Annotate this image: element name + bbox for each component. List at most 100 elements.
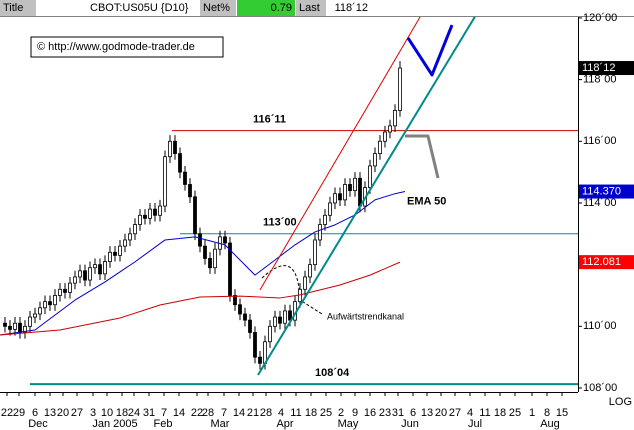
candle-body <box>388 125 392 133</box>
candle-body <box>153 208 157 216</box>
candle-body <box>83 270 87 281</box>
x-tick-label: 11 <box>479 407 490 419</box>
price-box-label: 112.081 <box>582 256 621 268</box>
line-series <box>0 191 406 336</box>
candle-body <box>348 184 352 192</box>
scale-label: LOG <box>609 396 632 408</box>
candle-body <box>183 171 187 185</box>
header-cell <box>237 0 295 16</box>
candle-body <box>338 193 342 201</box>
x-tick-label: 27 <box>449 407 461 419</box>
x-tick-label: 13 <box>44 407 56 419</box>
x-tick-label: 8 <box>544 407 550 419</box>
copyright-box <box>30 36 224 58</box>
candle-body <box>103 261 107 275</box>
candle-body <box>223 236 227 244</box>
header-cell <box>0 0 36 16</box>
y-tick-label: 120´00 <box>583 12 617 24</box>
header-text: Title <box>3 2 23 14</box>
candle-body <box>313 239 317 266</box>
candle-body <box>133 224 137 235</box>
month-label: Apr <box>276 418 293 430</box>
y-tick-label: 108´00 <box>583 382 617 394</box>
candle-body <box>343 184 347 201</box>
x-tick-label: 6 <box>410 407 416 419</box>
y-tick-label: 114´00 <box>583 197 616 209</box>
annotation: Aufwärtstrendkanal <box>327 311 404 321</box>
x-tick-label: 25 <box>509 407 521 419</box>
candle-body <box>43 301 47 309</box>
candle-body <box>188 184 192 198</box>
month-label: Aug <box>540 418 560 430</box>
candle-body <box>68 282 72 293</box>
x-tick-label: 14 <box>233 407 245 419</box>
line-series <box>0 261 401 336</box>
x-tick-label: 18 <box>305 407 317 419</box>
x-tick-label: 13 <box>421 407 433 419</box>
candle-body <box>333 193 337 204</box>
candle-body <box>193 196 197 235</box>
candle-body <box>158 205 162 216</box>
level-label: 113´00 <box>263 217 297 229</box>
candle-body <box>78 270 82 278</box>
candle-body <box>3 322 7 327</box>
x-tick-label: 28 <box>202 407 214 419</box>
month-label: Jul <box>468 418 482 430</box>
candle-body <box>243 313 247 321</box>
plot-area <box>0 17 578 386</box>
x-tick-label: 27 <box>71 407 83 419</box>
candle-body <box>53 295 57 306</box>
y-tick-label: 118´00 <box>583 74 616 86</box>
candle-body <box>13 322 17 330</box>
candle-body <box>48 301 52 306</box>
header-text: 0.79 <box>271 2 292 14</box>
candle-body <box>93 264 97 269</box>
candle-body <box>273 316 277 327</box>
candle-body <box>303 276 307 290</box>
x-tick-label: 22 <box>1 407 13 419</box>
candle-body <box>173 140 177 155</box>
candle-body <box>383 131 387 142</box>
candle-body <box>213 248 217 269</box>
channel-marker <box>261 265 323 315</box>
x-tick-label: 20 <box>435 407 447 419</box>
candle-body <box>18 322 22 333</box>
header-text: Last <box>299 2 320 14</box>
x-tick-label: 31 <box>392 407 404 419</box>
line-series <box>405 134 440 179</box>
x-tick-label: 25 <box>320 407 332 419</box>
x-tick-label: 7 <box>221 407 227 419</box>
candle-body <box>258 356 262 364</box>
line-series <box>257 17 476 376</box>
month-label: May <box>338 418 359 430</box>
candle-body <box>253 332 257 358</box>
month-label: Jan 2005 <box>92 418 137 430</box>
line-name: EMA 50 <box>407 195 446 207</box>
candle-body <box>178 153 182 173</box>
y-tick-label: 110´00 <box>583 320 616 332</box>
candle-body <box>108 251 112 262</box>
x-tick-label: 11 <box>290 407 301 419</box>
x-tick-label: 10 <box>101 407 113 419</box>
candle-body <box>38 307 42 315</box>
candle-body <box>58 288 62 296</box>
x-tick-label: 15 <box>556 407 568 419</box>
x-tick-label: 3 <box>90 407 96 419</box>
candle-body <box>198 233 202 247</box>
header-text: CBOT:US05U {D10} <box>90 2 189 14</box>
candle-body <box>368 165 372 188</box>
x-tick-label: 24 <box>128 407 140 419</box>
candle-body <box>283 310 287 324</box>
x-tick-label: 4 <box>467 407 473 419</box>
candle-body <box>248 319 252 333</box>
candle-body <box>28 316 32 327</box>
x-tick-label: 1 <box>529 407 535 419</box>
candle-body <box>373 153 377 167</box>
candle-body <box>268 325 272 343</box>
price-box <box>579 255 634 270</box>
candle-body <box>353 177 357 192</box>
x-tick-label: 14 <box>173 407 185 419</box>
x-tick-label: 20 <box>57 407 69 419</box>
price-box-label: 118´12 <box>582 62 615 74</box>
